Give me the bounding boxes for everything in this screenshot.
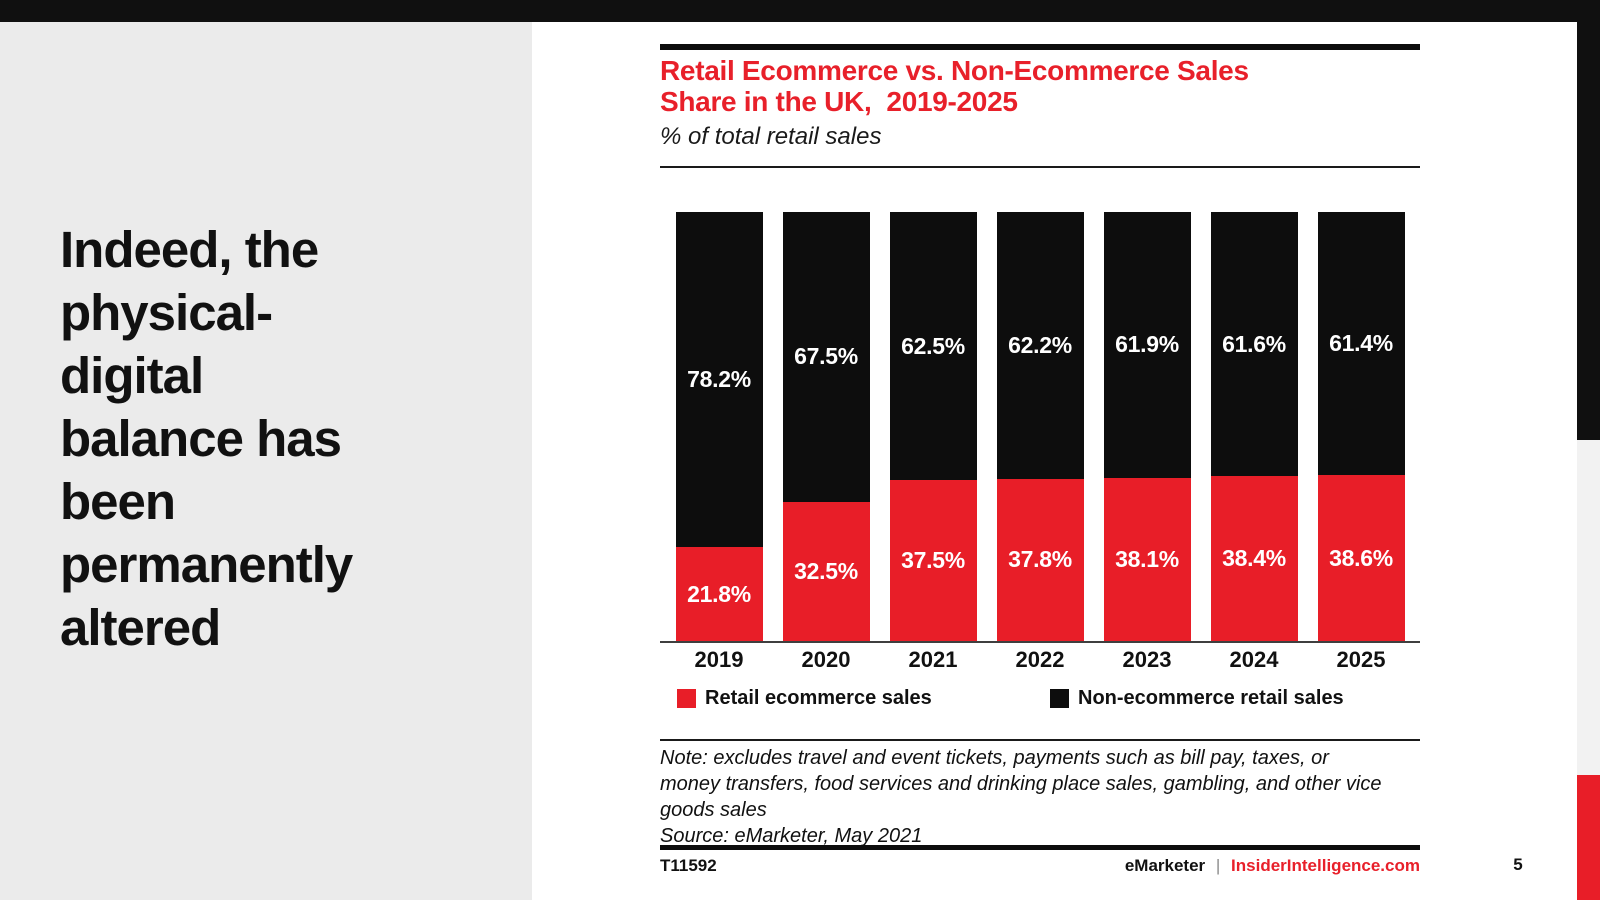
- value-label: 62.2%: [1008, 331, 1072, 358]
- bar-2024: 61.6% 38.4%: [1210, 212, 1298, 641]
- chart-region: Retail Ecommerce vs. Non-Ecommerce Sales…: [660, 0, 1420, 900]
- segment-non-ecommerce-2023: 61.9%: [1103, 212, 1191, 478]
- legend-label-non-ecommerce: Non-ecommerce retail sales: [1078, 687, 1344, 709]
- page-number: 5: [1513, 855, 1523, 874]
- value-label: 32.5%: [794, 557, 858, 584]
- value-label: 38.6%: [1329, 544, 1393, 571]
- brand-separator: |: [1215, 856, 1221, 875]
- chart-id: T11592: [660, 856, 717, 875]
- right-strip-gray-block: [1577, 440, 1600, 775]
- bar-2020: 67.5% 32.5%: [782, 212, 870, 641]
- right-strip-red-block: [1577, 775, 1600, 900]
- emarketer-wordmark: eMarketer: [1124, 856, 1206, 875]
- segment-non-ecommerce-2020: 67.5%: [782, 212, 870, 502]
- x-axis-line: [660, 641, 1420, 643]
- segment-non-ecommerce-2019: 78.2%: [675, 212, 763, 548]
- insider-intelligence-link[interactable]: InsiderIntelligence.com: [1231, 856, 1420, 875]
- value-label: 37.5%: [901, 547, 965, 574]
- bar-2019: 78.2% 21.8%: [675, 212, 763, 641]
- value-label: 38.4%: [1222, 545, 1286, 572]
- axis-label-2022: 2022: [1015, 647, 1065, 672]
- brand-lockup: eMarketer | InsiderIntelligence.com: [1125, 856, 1420, 876]
- axis-label-2020: 2020: [801, 647, 851, 672]
- bar-2023: 61.9% 38.1%: [1103, 212, 1191, 641]
- title-top-rule: [660, 44, 1420, 50]
- segment-non-ecommerce-2022: 62.2%: [996, 212, 1084, 479]
- value-label: 62.5%: [901, 332, 965, 359]
- left-panel: Indeed, the physical- digital balance ha…: [0, 22, 532, 900]
- subtitle-rule: [660, 166, 1420, 168]
- chart-subtitle: % of total retail sales: [660, 123, 882, 150]
- value-label: 38.1%: [1115, 545, 1179, 572]
- value-label: 61.4%: [1329, 330, 1393, 357]
- axis-label-2021: 2021: [908, 647, 958, 672]
- legend-item-non-ecommerce: Non-ecommerce retail sales: [1050, 688, 1344, 708]
- segment-non-ecommerce-2021: 62.5%: [889, 212, 977, 481]
- value-label: 21.8%: [687, 580, 751, 607]
- value-label: 67.5%: [794, 343, 858, 370]
- chart-footer: T11592 eMarketer | InsiderIntelligence.c…: [660, 856, 1420, 876]
- axis-label-2023: 2023: [1122, 647, 1172, 672]
- right-accent-strip: [1577, 0, 1600, 900]
- right-strip-black-block: [1577, 0, 1600, 440]
- chart-title: Retail Ecommerce vs. Non-Ecommerce Sales…: [660, 55, 1249, 117]
- segment-non-ecommerce-2024: 61.6%: [1210, 212, 1298, 477]
- segment-ecommerce-2019: 21.8%: [675, 547, 763, 641]
- value-label: 78.2%: [687, 366, 751, 393]
- footer-rule: [660, 845, 1420, 850]
- chart-legend: Retail ecommerce sales Non-ecommerce ret…: [660, 688, 1420, 712]
- bar-2022: 62.2% 37.8%: [996, 212, 1084, 641]
- legend-swatch-ecommerce-icon: [677, 688, 696, 708]
- segment-ecommerce-2023: 38.1%: [1103, 477, 1191, 641]
- axis-label-2019: 2019: [694, 647, 744, 672]
- bar-2025: 61.4% 38.6%: [1317, 212, 1405, 641]
- axis-label-2024: 2024: [1229, 647, 1279, 672]
- value-label: 61.6%: [1222, 330, 1286, 357]
- note-top-rule: [660, 739, 1420, 741]
- value-label: 37.8%: [1008, 546, 1072, 573]
- legend-label-ecommerce: Retail ecommerce sales: [705, 687, 932, 709]
- legend-swatch-non-ecommerce-icon: [1050, 688, 1069, 708]
- value-label: 61.9%: [1115, 331, 1179, 358]
- segment-ecommerce-2021: 37.5%: [889, 480, 977, 641]
- segment-ecommerce-2025: 38.6%: [1317, 475, 1405, 641]
- chart-note: Note: excludes travel and event tickets,…: [660, 747, 1382, 847]
- legend-item-ecommerce: Retail ecommerce sales: [677, 688, 932, 708]
- axis-label-2025: 2025: [1336, 647, 1386, 672]
- segment-ecommerce-2022: 37.8%: [996, 478, 1084, 641]
- bar-2021: 62.5% 37.5%: [889, 212, 977, 641]
- segment-ecommerce-2020: 32.5%: [782, 501, 870, 641]
- top-accent-bar: [0, 0, 1600, 22]
- segment-non-ecommerce-2025: 61.4%: [1317, 212, 1405, 476]
- stacked-bar-plot: 78.2% 21.8% 67.5% 32.5% 62.5% 37.5% 62.2% 37.8%…: [660, 212, 1420, 641]
- slide-headline: Indeed, the physical- digital balance ha…: [60, 221, 353, 656]
- x-axis-labels: 2019 2020 2021 2022 2023 2024 2025: [660, 647, 1420, 673]
- segment-ecommerce-2024: 38.4%: [1210, 476, 1298, 641]
